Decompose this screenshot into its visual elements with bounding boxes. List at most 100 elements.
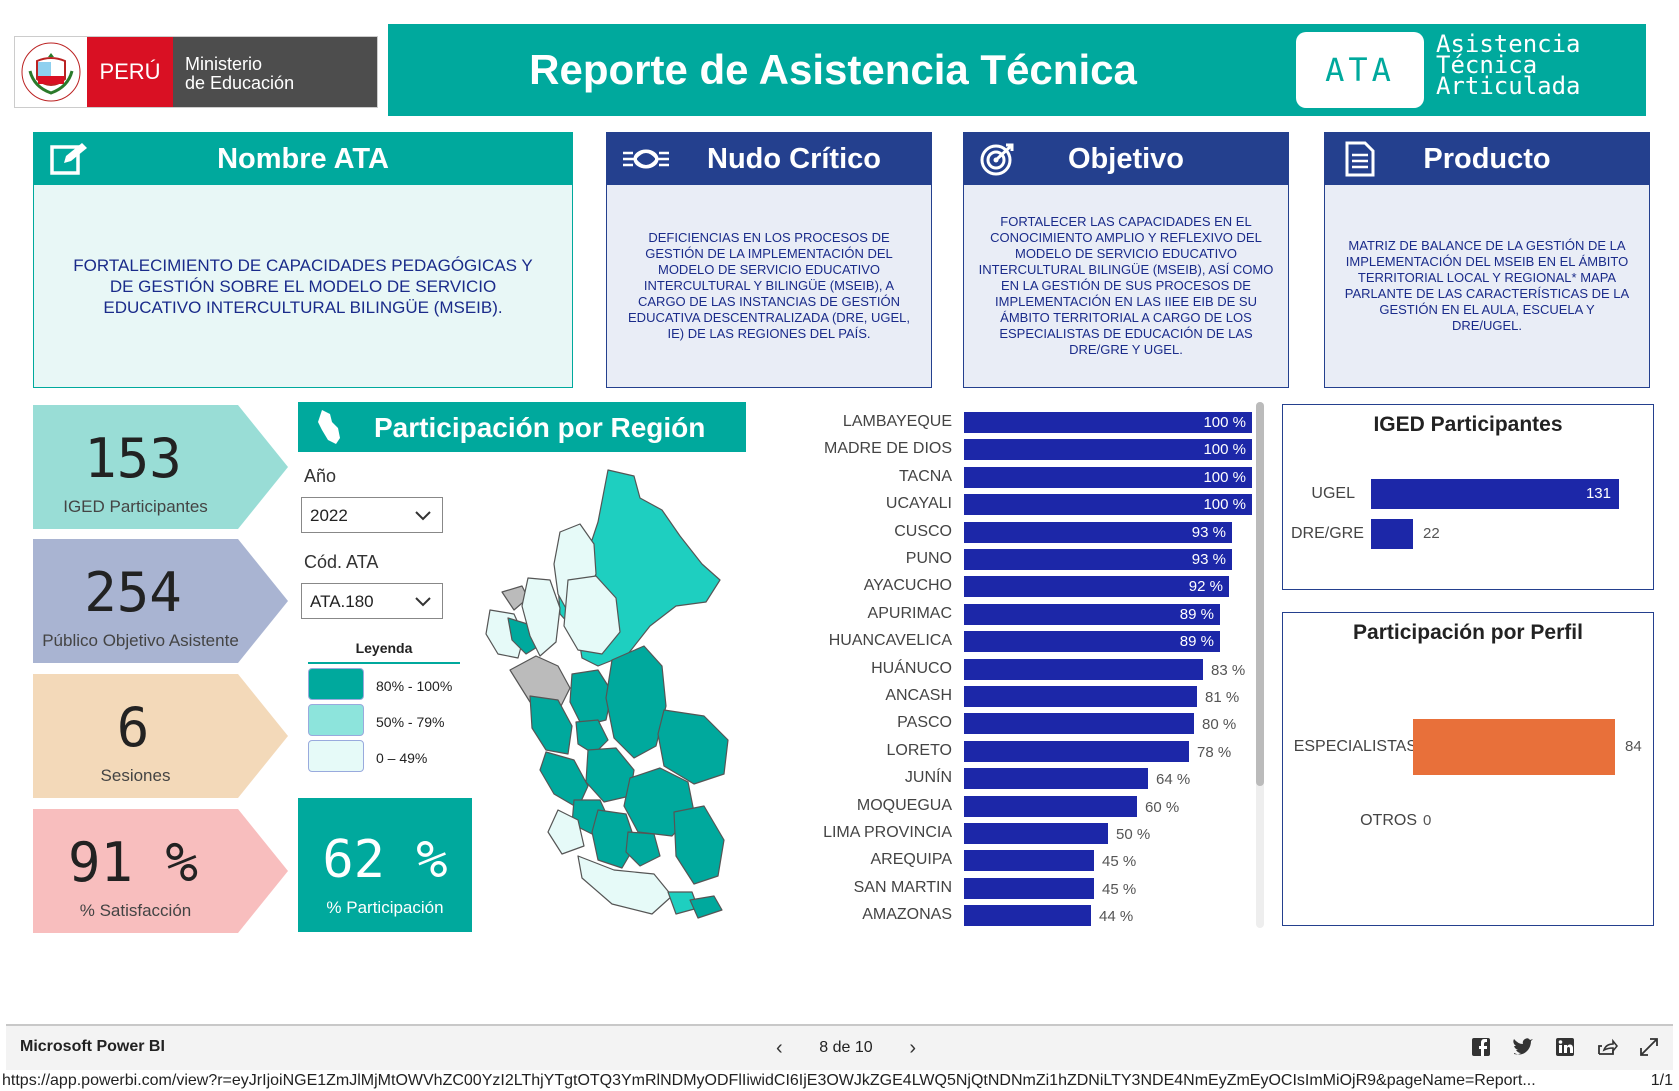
year-filter-label: Año xyxy=(304,466,337,486)
region-bar[interactable] xyxy=(964,603,1220,625)
region-label: HUÁNUCO xyxy=(871,659,952,677)
map-region-san-martin xyxy=(563,575,621,655)
chart-scrollbar-thumb[interactable] xyxy=(1256,402,1264,786)
region-label: ANCASH xyxy=(885,687,952,704)
region-bar[interactable] xyxy=(964,823,1108,844)
region-bar[interactable] xyxy=(964,494,1252,516)
region-bar[interactable] xyxy=(964,521,1232,543)
kpi-value: 91 % xyxy=(67,831,199,894)
region-bar[interactable] xyxy=(964,466,1252,488)
legend-divider xyxy=(308,662,460,664)
region-bar[interactable] xyxy=(964,768,1148,790)
region-label: AMAZONAS xyxy=(862,906,952,924)
map-region-cajamarca xyxy=(521,577,561,657)
participation-label: % Participación xyxy=(326,898,444,917)
document-icon xyxy=(1345,141,1375,177)
facebook-icon[interactable] xyxy=(1470,1036,1492,1058)
region-bar[interactable] xyxy=(964,740,1189,762)
twitter-icon[interactable] xyxy=(1512,1036,1534,1058)
region-bar[interactable] xyxy=(964,713,1194,735)
region-bar[interactable] xyxy=(964,850,1094,872)
region-label: PUNO xyxy=(905,550,952,567)
bar[interactable] xyxy=(1413,719,1615,775)
card-producto-title: Producto xyxy=(1423,142,1551,175)
edit-icon xyxy=(50,143,87,175)
bar[interactable] xyxy=(1371,519,1413,549)
region-bar[interactable] xyxy=(964,631,1220,653)
region-bar[interactable] xyxy=(964,877,1094,899)
region-value-label: 45 % xyxy=(1102,880,1137,898)
linkedin-icon[interactable] xyxy=(1554,1036,1576,1058)
region-panel-title: Participación por Región xyxy=(374,412,706,443)
region-bar[interactable] xyxy=(964,412,1252,433)
map-region-ayacucho xyxy=(591,809,637,869)
region-value-label: 100 % xyxy=(1203,414,1246,431)
region-label: LIMA PROVINCIA xyxy=(823,824,952,841)
region-value-label: 100 % xyxy=(1203,496,1246,514)
bar-category-label: UGEL xyxy=(1311,485,1355,502)
kpi-sesiones: 6 Sesiones xyxy=(33,674,288,798)
bar-category-label: DRE/GRE xyxy=(1291,525,1364,542)
peru-crest-icon xyxy=(15,37,87,107)
bar-value-label: 0 xyxy=(1423,812,1432,829)
region-label: JUNÍN xyxy=(904,769,952,787)
ata-subtitle: Asistencia Técnica Articulada xyxy=(1436,30,1581,100)
region-bar[interactable] xyxy=(964,439,1252,461)
bar-category-label: OTROS xyxy=(1360,812,1417,829)
page-title: Reporte de Asistencia Técnica xyxy=(529,46,1137,93)
ata-code-dropdown[interactable]: ATA.180 xyxy=(301,583,443,619)
region-value-label: 78 % xyxy=(1197,743,1232,761)
fullscreen-icon[interactable] xyxy=(1638,1036,1660,1058)
card-nudo-critico: Nudo Crítico DEFICIENCIAS EN LOS PROCESO… xyxy=(606,132,932,388)
region-bar[interactable] xyxy=(964,795,1137,817)
region-label: PASCO xyxy=(897,714,952,732)
region-label: UCAYALI xyxy=(885,495,952,513)
prev-page-button[interactable]: ‹ xyxy=(776,1036,783,1059)
region-label: TACNA xyxy=(898,467,952,485)
card-nudo-title: Nudo Crítico xyxy=(707,142,881,175)
year-dropdown[interactable]: 2022 xyxy=(301,497,443,533)
region-value-label: 83 % xyxy=(1211,661,1246,679)
region-value-label: 81 % xyxy=(1205,689,1240,706)
map-region-ancash xyxy=(529,695,573,755)
legend-swatch-mid xyxy=(308,704,364,736)
map-region-pasco xyxy=(575,719,609,755)
region-label: AYACUCHO xyxy=(863,577,952,595)
chevron-down-icon xyxy=(415,597,431,607)
share-icon[interactable] xyxy=(1596,1036,1618,1058)
region-bar[interactable] xyxy=(964,905,1091,927)
peru-region-map[interactable] xyxy=(468,460,788,920)
map-region-arequipa xyxy=(577,855,673,915)
participation-card: 62 % % Participación xyxy=(298,798,472,932)
legend-swatch-high xyxy=(308,668,364,700)
card-objetivo-text: FORTALECER LAS CAPACIDADES EN EL CONOCIM… xyxy=(978,214,1274,357)
next-page-button[interactable]: › xyxy=(909,1036,916,1059)
map-region-apurimac xyxy=(625,831,661,867)
kpi-value: 254 xyxy=(84,561,182,624)
region-value-label: 100 % xyxy=(1203,441,1246,459)
bar[interactable] xyxy=(1371,479,1619,509)
region-bar[interactable] xyxy=(964,686,1197,707)
bar-value-label: 131 xyxy=(1585,485,1611,502)
legend-title: Leyenda xyxy=(355,640,413,656)
region-label: HUANCAVELICA xyxy=(828,632,952,650)
region-bar[interactable] xyxy=(964,658,1203,680)
region-value-label: 93 % xyxy=(1191,551,1226,568)
powerbi-brand-link[interactable]: Microsoft Power BI xyxy=(20,1038,165,1055)
card-objetivo: Objetivo FORTALECER LAS CAPACIDADES EN E… xyxy=(963,132,1289,388)
region-bar[interactable] xyxy=(964,549,1232,570)
card-nombre-title: Nombre ATA xyxy=(217,142,389,175)
iged-chart-title: IGED Participantes xyxy=(1373,413,1563,436)
iged-participants-chart: IGED Participantes UGEL 131 DRE/GRE 22 xyxy=(1282,404,1654,590)
region-label: AREQUIPA xyxy=(870,851,953,869)
region-label: SAN MARTIN xyxy=(853,878,952,896)
legend-label-mid: 50% - 79% xyxy=(376,714,445,730)
map-region-tacna xyxy=(689,895,723,919)
map-region-ucayali xyxy=(605,645,667,759)
region-label: APURIMAC xyxy=(867,604,952,622)
bar-category-label: ESPECIALISTAS xyxy=(1293,738,1417,755)
card-nombre-ata: Nombre ATA FORTALECIMIENTO DE CAPACIDADE… xyxy=(33,132,573,388)
card-nombre-text: FORTALECIMIENTO DE CAPACIDADES PEDAGÓGIC… xyxy=(73,255,533,317)
region-bar[interactable] xyxy=(964,576,1229,598)
minedu-logo: PERÚ Ministerio de Educación xyxy=(14,36,378,108)
